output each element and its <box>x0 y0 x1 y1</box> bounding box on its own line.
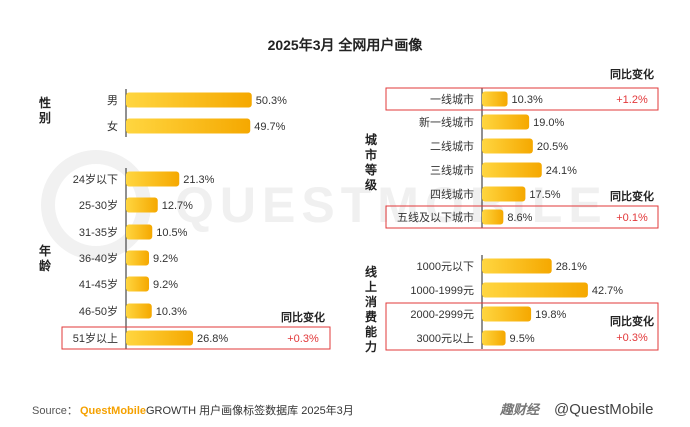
bar <box>482 282 588 298</box>
category-label: 41-45岁 <box>79 277 118 291</box>
change-value: +0.3% <box>616 332 648 344</box>
category-label: 五线及以下城市 <box>397 210 474 224</box>
group-label-char: 消 <box>365 294 377 309</box>
highlight-box <box>385 87 659 111</box>
data-label: 26.8% <box>197 333 228 345</box>
group-label-char: 等 <box>364 162 377 177</box>
category-label: 24岁以下 <box>73 172 118 186</box>
group-label-char: 年 <box>39 243 51 258</box>
bar <box>482 258 552 274</box>
data-label: 9.5% <box>510 333 535 345</box>
category-label: 新一线城市 <box>419 115 474 129</box>
footer: Source： QuestMobile GROWTH 用户画像标签数据库 202… <box>32 401 653 418</box>
category-label: 51岁以上 <box>73 331 118 345</box>
highlight-box <box>385 302 659 351</box>
category-label: 46-50岁 <box>79 304 118 318</box>
bar <box>126 330 193 346</box>
data-label: 9.2% <box>153 279 178 291</box>
category-label: 2000-2999元 <box>410 309 474 321</box>
bar <box>126 92 252 108</box>
group-label-char: 龄 <box>39 258 52 273</box>
group-label-char: 费 <box>365 309 377 324</box>
bar <box>482 162 542 178</box>
data-label: 8.6% <box>507 212 532 224</box>
category-label: 男 <box>107 95 118 107</box>
data-label: 10.3% <box>512 94 543 106</box>
source-text: GROWTH 用户画像标签数据库 2025年3月 <box>146 403 354 417</box>
data-label: 42.7% <box>592 285 623 297</box>
change-header: 同比变化 <box>281 310 325 324</box>
change-value: +0.1% <box>616 212 648 224</box>
category-label: 四线城市 <box>430 187 474 201</box>
source-brand: QuestMobile <box>80 405 146 417</box>
group-label-char: 能 <box>365 324 377 339</box>
bar <box>482 209 504 225</box>
data-label: 20.5% <box>537 141 568 153</box>
data-label: 50.3% <box>256 95 287 107</box>
bar <box>482 330 506 346</box>
change-header: 同比变化 <box>610 314 654 328</box>
data-label: 49.7% <box>254 121 285 133</box>
bar <box>126 197 158 213</box>
data-label: 19.0% <box>533 117 564 129</box>
bar <box>482 306 532 322</box>
group-label-char: 线 <box>365 264 377 279</box>
group-label-char: 城 <box>365 132 377 147</box>
category-label: 1000-1999元 <box>410 285 474 297</box>
change-header: 同比变化 <box>610 189 654 203</box>
highlight-box <box>61 326 331 350</box>
data-label: 21.3% <box>183 174 214 186</box>
group-label-char: 上 <box>365 279 377 294</box>
category-label: 25-30岁 <box>79 198 118 212</box>
bar <box>482 186 526 202</box>
bar <box>126 171 180 187</box>
category-label: 三线城市 <box>430 163 474 177</box>
change-header: 同比变化 <box>610 67 654 81</box>
data-label: 9.2% <box>153 253 178 265</box>
credit-logo: 趣财经 <box>499 402 541 417</box>
bars-layer: 性别 男 50.3% 女 49.7% 年龄 24岁以下 21.3% 25-30岁 12.7% 31-… <box>38 67 659 354</box>
change-value: +0.3% <box>287 333 319 345</box>
category-label: 1000元以下 <box>417 261 474 273</box>
credit-handle: @QuestMobile <box>554 401 653 418</box>
highlight-box <box>385 205 659 229</box>
category-label: 女 <box>107 119 118 133</box>
bar <box>482 138 533 154</box>
category-label: 一线城市 <box>430 92 474 106</box>
data-label: 19.8% <box>535 309 566 321</box>
data-label: 24.1% <box>546 165 577 177</box>
data-label: 10.5% <box>156 227 187 239</box>
category-label: 二线城市 <box>430 139 474 153</box>
bar <box>126 118 251 134</box>
data-label: 17.5% <box>529 189 560 201</box>
group-label-char: 力 <box>365 339 377 354</box>
data-label: 10.3% <box>156 306 187 318</box>
watermark-text: QUESTMOBILE <box>175 177 608 233</box>
source-label: Source： <box>32 405 78 417</box>
data-label: 12.7% <box>162 200 193 212</box>
bar <box>126 276 149 292</box>
data-label: 28.1% <box>556 261 587 273</box>
group-label-char: 别 <box>38 111 51 125</box>
watermark: QUESTMOBILE <box>41 150 608 260</box>
group-label-char: 级 <box>365 177 377 192</box>
change-value: +1.2% <box>616 94 648 106</box>
category-label: 3000元以上 <box>417 332 474 345</box>
group-label-char: 市 <box>365 147 377 162</box>
bar <box>482 91 508 107</box>
category-label: 31-35岁 <box>79 225 118 239</box>
chart-title: 2025年3月 全网用户画像 <box>268 37 424 53</box>
category-label: 36-40岁 <box>79 251 118 265</box>
bar <box>126 250 149 266</box>
bar <box>126 303 152 319</box>
bar <box>126 224 153 240</box>
group-label-char: 性 <box>38 95 51 110</box>
bar <box>482 114 530 130</box>
